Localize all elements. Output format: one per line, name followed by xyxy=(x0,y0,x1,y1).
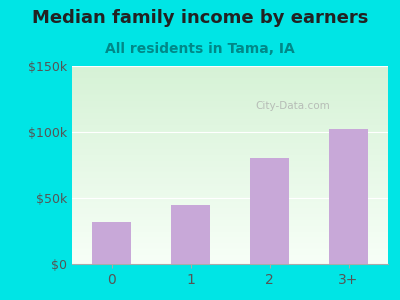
Text: City-Data.com: City-Data.com xyxy=(256,100,330,111)
Bar xyxy=(329,129,368,264)
Text: All residents in Tama, IA: All residents in Tama, IA xyxy=(105,42,295,56)
Bar xyxy=(92,222,131,264)
Bar xyxy=(250,158,289,264)
Text: Median family income by earners: Median family income by earners xyxy=(32,9,368,27)
Bar xyxy=(171,205,210,264)
